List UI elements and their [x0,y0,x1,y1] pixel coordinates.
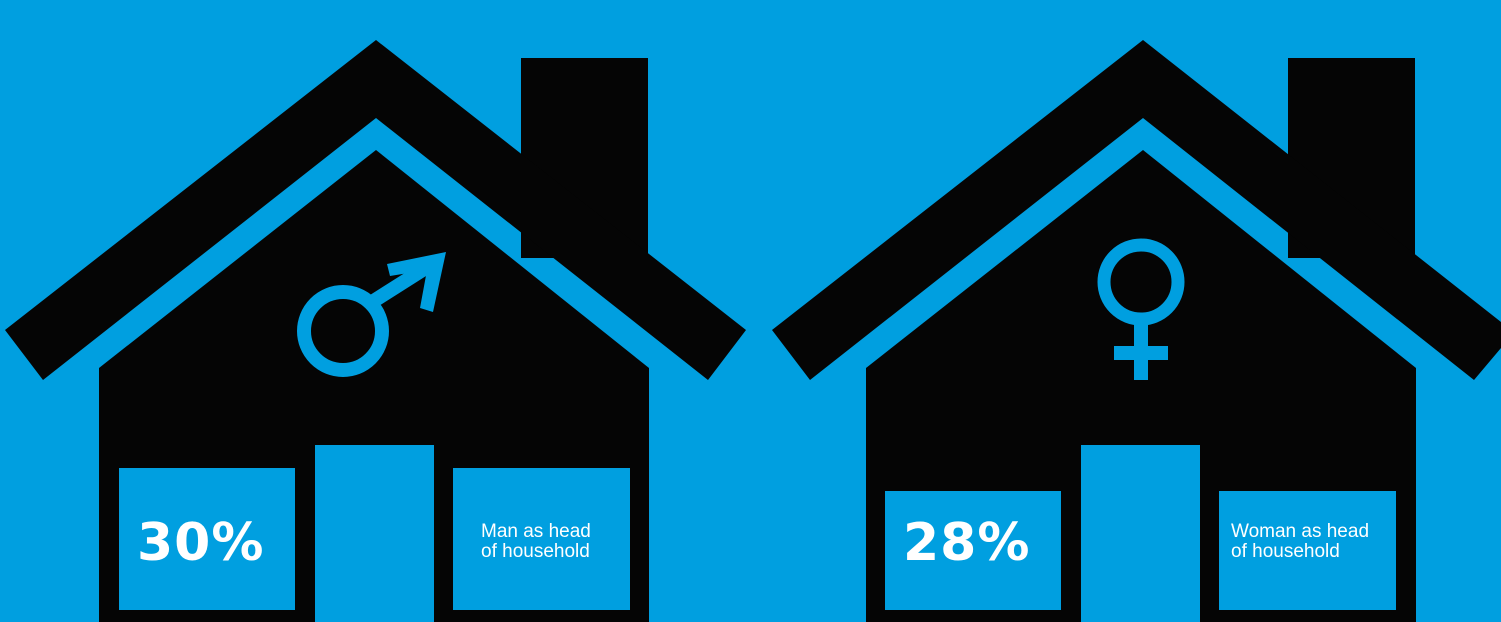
male-symbol-icon [297,252,446,377]
percentage-value-man: 30% [137,513,265,573]
female-symbol-icon [1097,238,1185,380]
door [315,445,434,622]
house-right [772,40,1501,622]
label-woman: Woman as head of household [1231,522,1369,562]
label-line1: Man as head [481,521,591,542]
house-left [5,40,746,622]
label-line2: of household [481,541,590,562]
percentage-value-woman: 28% [903,513,1031,573]
roof [772,40,1501,380]
window-left [119,468,295,610]
window-right [1219,491,1396,610]
window-left [885,491,1061,610]
label-line2: of household [1231,541,1340,562]
label-man: Man as head of household [481,522,591,562]
roof [5,40,746,380]
door [1081,445,1200,622]
label-line1: Woman as head [1231,521,1370,542]
window-right [453,468,630,610]
